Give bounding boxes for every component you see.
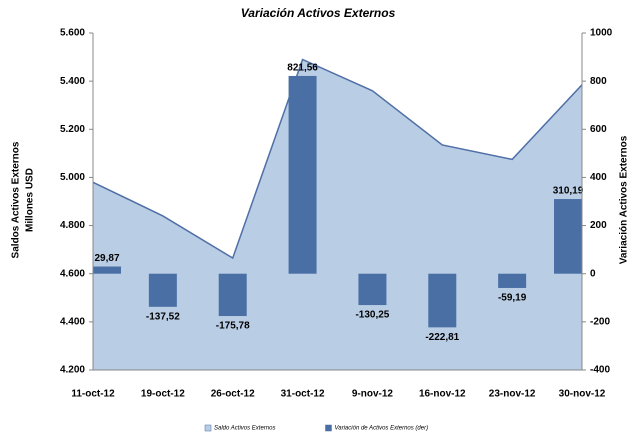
- data-label: -137,52: [146, 311, 180, 322]
- legend-label: Variación de Activos Externos (der): [334, 426, 428, 432]
- x-tick-label: 11-oct-12: [71, 389, 115, 400]
- data-label: 29,87: [94, 253, 119, 264]
- x-tick-label: 31-oct-12: [281, 389, 325, 400]
- data-label: -222,81: [425, 332, 459, 343]
- y2-tick-label: 1000: [590, 28, 613, 39]
- bar: [428, 273, 457, 328]
- legend-swatch: [204, 424, 212, 432]
- bar: [554, 199, 582, 274]
- x-tick-label: 16-nov-12: [419, 389, 466, 400]
- y2-tick-label: 800: [590, 76, 607, 87]
- y-tick-label: 4.600: [60, 268, 85, 279]
- y-tick-label: 4.400: [60, 316, 85, 327]
- data-label: 821,56: [287, 63, 318, 74]
- y2-tick-label: 600: [590, 124, 607, 135]
- bar: [148, 273, 177, 307]
- y-axis-label: Millones USD: [25, 168, 36, 232]
- y-tick-label: 5.200: [60, 124, 85, 135]
- area-line: [93, 58, 582, 260]
- legend-label: Saldo Activos Externos: [214, 426, 275, 432]
- y-tick-label: 4.200: [60, 365, 85, 376]
- y2-tick-label: 400: [590, 172, 607, 183]
- y2-tick-label: 0: [590, 268, 596, 279]
- bar: [498, 273, 527, 288]
- bar: [218, 273, 247, 317]
- area-fill: [93, 59, 582, 370]
- y-tick-label: 5.600: [60, 28, 85, 39]
- bar: [358, 273, 387, 306]
- x-tick-label: 26-oct-12: [211, 389, 255, 400]
- y2-tick-label: -400: [590, 365, 610, 376]
- y2-tick-label: -200: [590, 316, 610, 327]
- chart-title: Variación Activos Externos: [241, 6, 396, 20]
- data-label: -175,78: [216, 321, 250, 332]
- data-label: -59,19: [498, 293, 527, 304]
- legend-swatch: [325, 424, 332, 432]
- y2-tick-label: 200: [590, 220, 607, 231]
- y-tick-label: 4.800: [60, 220, 85, 231]
- bar: [288, 75, 317, 274]
- data-label: -130,25: [355, 310, 389, 321]
- y-tick-label: 5.400: [60, 76, 85, 87]
- x-tick-label: 19-oct-12: [141, 389, 185, 400]
- data-label: 310,19: [553, 186, 584, 197]
- x-tick-label: 9-nov-12: [352, 389, 394, 400]
- bar: [93, 266, 121, 274]
- y-axis-label: Saldos Activos Externos: [11, 141, 22, 258]
- plot-area: [93, 58, 582, 370]
- x-tick-label: 23-nov-12: [489, 389, 536, 400]
- y2-axis-label: Variación Activos Externos: [619, 135, 630, 264]
- y-tick-label: 5.000: [60, 172, 85, 183]
- x-tick-label: 30-nov-12: [559, 389, 606, 400]
